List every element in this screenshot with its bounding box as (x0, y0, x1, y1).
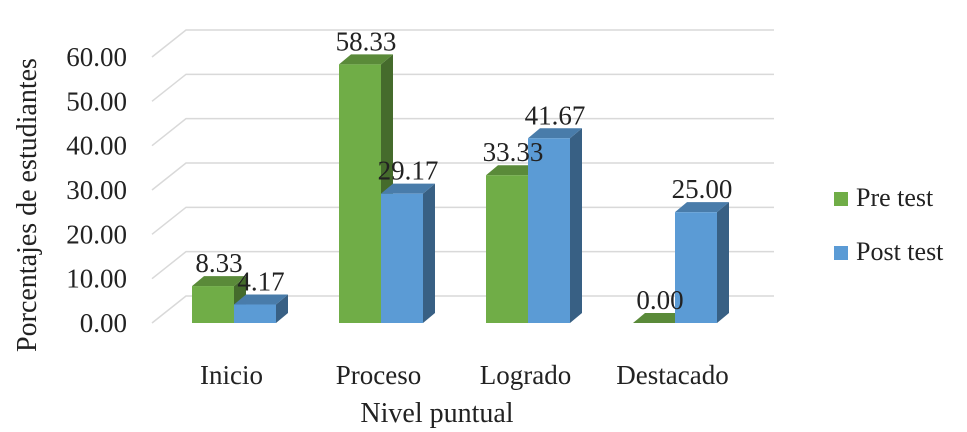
bar-top-face (633, 313, 687, 323)
bar (381, 183, 435, 323)
x-axis-ticks: Inicio Proceso Logrado Destacado (200, 360, 729, 390)
bar-top-face (234, 294, 288, 305)
bar-front-face (528, 138, 570, 323)
y-tick-label: 40.00 (66, 131, 127, 161)
y-axis-title: Porcentajes de estudiantes (12, 58, 43, 352)
legend-swatch (834, 192, 848, 206)
legend-label: Pre test (856, 183, 934, 212)
x-tick-label: Logrado (480, 360, 571, 390)
data-label: 58.33 (336, 26, 397, 56)
gridline (151, 73, 774, 102)
legend-swatch (834, 246, 848, 260)
bar-top-face (192, 276, 246, 287)
y-tick-label: 20.00 (66, 219, 127, 249)
x-tick-label: Inicio (200, 360, 263, 390)
bar (675, 202, 729, 323)
bar (234, 294, 288, 323)
legend: Pre test Post test (834, 183, 944, 266)
data-labels: 8.334.17 58.33 29.17 33.33 41.67 0.00 25.00 (195, 26, 732, 315)
y-tick-label: 50.00 (66, 86, 127, 116)
data-label: 0.00 (636, 285, 683, 315)
bars (192, 54, 729, 324)
y-axis-ticks: 0.00 10.00 20.00 30.00 40.00 50.00 60.00 (66, 42, 127, 338)
y-tick-label: 10.00 (66, 264, 127, 294)
y-tick-label: 60.00 (66, 42, 127, 72)
bar-front-face (675, 212, 717, 323)
y-tick-label: 30.00 (66, 175, 127, 205)
bar-front-face (381, 193, 423, 323)
data-label: 4.17 (237, 267, 284, 297)
legend-label: Post test (856, 237, 944, 266)
bar-top-face (528, 128, 582, 139)
data-label: 33.33 (483, 137, 544, 167)
gridlines (151, 29, 774, 324)
data-label: 8.33 (195, 248, 242, 278)
bar-side-face (423, 183, 435, 323)
bar-front-face (339, 64, 381, 324)
bar-front-face (234, 304, 276, 323)
gridline (151, 29, 774, 58)
bar-front-face (192, 286, 234, 323)
data-label: 29.17 (378, 156, 439, 186)
bar-top-face (486, 165, 540, 176)
data-label: 25.00 (672, 174, 733, 204)
bar-top-face (381, 183, 435, 194)
bar (633, 313, 687, 323)
bar-side-face (717, 202, 729, 323)
bar-top-face (675, 202, 729, 213)
x-tick-label: Proceso (336, 360, 421, 390)
gridline (151, 117, 774, 147)
x-axis-title: Nivel puntual (360, 398, 513, 429)
bar (528, 128, 582, 323)
bar-side-face (276, 294, 288, 323)
data-label: 41.67 (525, 100, 586, 130)
bar-side-face (570, 128, 582, 323)
bar-front-face (486, 175, 528, 323)
x-tick-label: Destacado (616, 360, 728, 390)
bar-top-face (339, 54, 393, 65)
y-tick-label: 0.00 (80, 308, 127, 338)
